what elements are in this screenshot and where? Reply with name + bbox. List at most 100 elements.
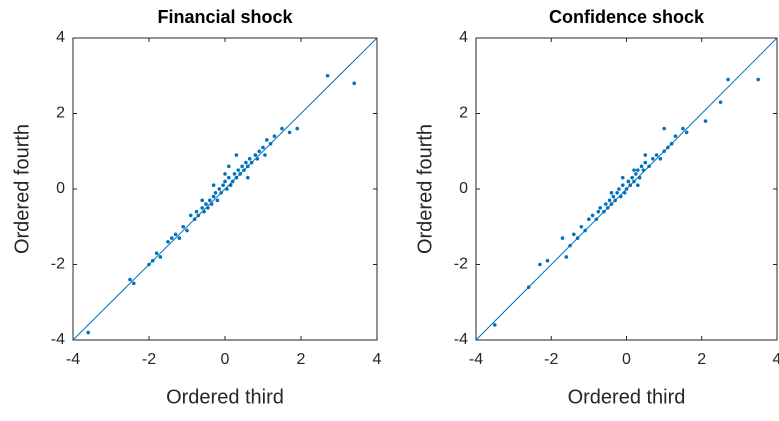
point: [221, 183, 225, 188]
y-tick-label: 2: [459, 105, 468, 122]
point: [234, 153, 239, 157]
point: [658, 157, 663, 161]
point: [219, 190, 223, 195]
point: [598, 206, 602, 210]
x-tick-label: 0: [221, 351, 230, 368]
point: [579, 224, 584, 229]
point: [154, 251, 159, 255]
point: [232, 172, 237, 176]
point: [215, 198, 220, 203]
point: [651, 157, 655, 161]
point: [632, 168, 636, 172]
point: [718, 100, 723, 104]
point: [151, 258, 155, 263]
point: [609, 202, 614, 206]
point: [587, 217, 591, 221]
point: [196, 213, 201, 218]
point: [236, 168, 241, 172]
point: [526, 285, 531, 289]
point: [620, 183, 625, 188]
y-tick-label: 4: [459, 29, 468, 46]
point: [613, 198, 618, 203]
point: [684, 130, 689, 135]
point: [594, 217, 599, 221]
point: [132, 281, 136, 286]
point: [609, 190, 614, 195]
point: [756, 77, 760, 82]
point: [669, 141, 674, 146]
point: [575, 236, 580, 240]
point: [209, 202, 214, 206]
point: [208, 198, 212, 203]
point: [666, 145, 670, 150]
point: [635, 168, 640, 172]
point: [673, 134, 678, 138]
x-tick-label: 4: [373, 351, 382, 368]
chart-title: Financial shock: [157, 7, 293, 27]
point: [247, 157, 252, 161]
point: [223, 179, 227, 184]
x-axis-label: Ordered third: [568, 386, 686, 408]
point: [596, 209, 601, 214]
point: [253, 153, 258, 157]
point: [211, 183, 216, 188]
x-tick-label: 2: [297, 351, 306, 368]
point: [244, 160, 248, 165]
y-axis-label: Ordered fourth: [11, 124, 33, 254]
point: [246, 175, 250, 180]
point: [605, 206, 610, 210]
point: [192, 217, 197, 221]
x-tick-label: -2: [544, 351, 558, 368]
point: [225, 187, 229, 191]
point: [325, 73, 330, 78]
point: [265, 138, 269, 142]
point: [147, 262, 151, 267]
point: [257, 149, 262, 154]
point: [628, 183, 633, 188]
point: [200, 198, 204, 203]
point: [654, 153, 659, 157]
point: [632, 179, 636, 184]
point: [177, 236, 182, 240]
y-tick-label: -4: [454, 331, 468, 348]
point: [643, 160, 648, 165]
y-tick-label: -2: [454, 256, 468, 273]
point: [280, 126, 284, 131]
point: [493, 323, 497, 327]
point: [194, 209, 199, 214]
y-tick-label: 0: [459, 180, 468, 197]
point: [615, 190, 619, 195]
point: [206, 206, 210, 210]
point: [217, 187, 222, 191]
x-tick-label: 4: [773, 351, 779, 368]
point: [624, 187, 629, 191]
point: [268, 141, 273, 146]
point: [620, 175, 625, 180]
point: [626, 179, 631, 184]
point: [228, 183, 233, 188]
point: [261, 145, 265, 150]
point: [602, 209, 606, 214]
point: [242, 168, 246, 172]
point: [255, 157, 260, 161]
x-tick-label: -4: [66, 351, 80, 368]
point: [619, 194, 623, 199]
point: [643, 153, 648, 157]
point: [249, 160, 254, 165]
point: [295, 126, 300, 131]
point: [158, 255, 163, 259]
y-tick-label: 4: [56, 29, 65, 46]
point: [166, 240, 170, 244]
y-axis-label: Ordered fourth: [414, 124, 436, 254]
reference-line: [72, 37, 378, 341]
x-tick-label: 2: [697, 351, 706, 368]
point: [211, 194, 216, 199]
point: [227, 164, 231, 169]
point: [202, 209, 206, 214]
point: [246, 164, 250, 169]
point: [564, 255, 569, 259]
point: [545, 258, 550, 263]
point: [86, 330, 90, 335]
point: [639, 164, 644, 169]
